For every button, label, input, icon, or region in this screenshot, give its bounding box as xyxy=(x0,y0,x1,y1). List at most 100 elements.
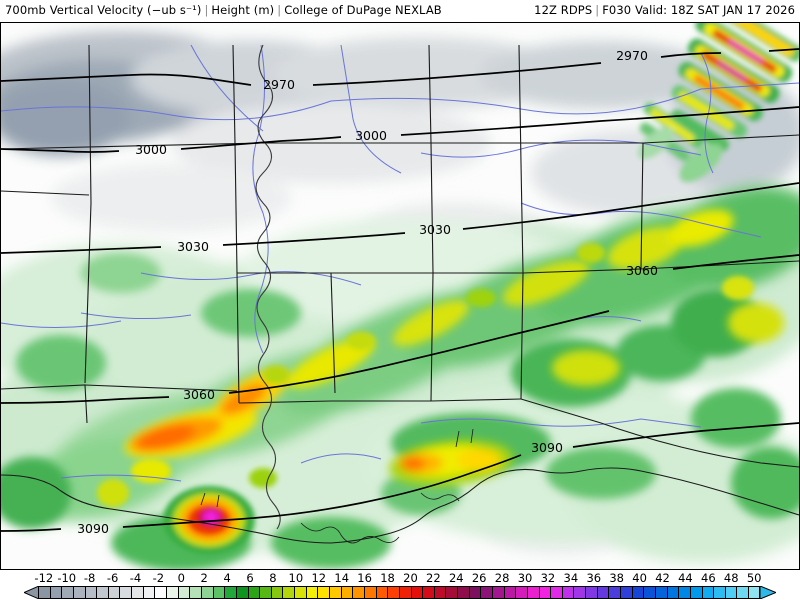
colorbar-swatch[interactable] xyxy=(317,586,330,599)
map-panel[interactable]: 2970 2970 3000 3000 3030 3030 3060 3060 … xyxy=(0,22,800,570)
colorbar-swatch[interactable] xyxy=(340,586,353,599)
colorbar-swatch[interactable] xyxy=(154,586,167,599)
colorbar-swatch[interactable] xyxy=(235,586,248,599)
colorbar-swatch[interactable] xyxy=(538,586,551,599)
colorbar-tick-label: 40 xyxy=(632,571,647,585)
colorbar-tick-label: 22 xyxy=(426,571,441,585)
colorbar-swatch[interactable] xyxy=(678,586,690,599)
header-bar: 700mb Vertical Velocity (−ub s⁻¹) | Height… xyxy=(0,0,800,22)
colorbar-swatch[interactable] xyxy=(329,586,341,599)
colorbar-swatch[interactable] xyxy=(72,586,85,599)
colorbar-swatch[interactable] xyxy=(375,586,388,599)
contour-label-2970-east: 2970 xyxy=(616,48,648,63)
colorbar-swatch[interactable] xyxy=(724,586,737,599)
colorbar-swatch[interactable] xyxy=(585,586,597,599)
colorbar-swatch[interactable] xyxy=(49,586,62,599)
colorbar-swatch[interactable] xyxy=(561,586,574,599)
colorbar-tick-label: 8 xyxy=(269,571,277,585)
contour-labels: 2970 2970 3000 3000 3030 3030 3060 3060 … xyxy=(77,48,658,536)
colorbar-tick-label: 38 xyxy=(609,571,625,585)
colorbar-swatch[interactable] xyxy=(410,586,423,599)
colorbar-swatches[interactable] xyxy=(38,586,760,599)
colorbar-tick-label: 48 xyxy=(723,571,739,585)
colorbar-swatch[interactable] xyxy=(596,586,609,599)
colorbar[interactable]: -12 -10 -8 -6 -4 -2 0 2 4 6 8 10 12 14 16 18 20 22 24 26 28 3… xyxy=(0,570,800,600)
colorbar-swatch[interactable] xyxy=(259,586,271,599)
contour-3090-a xyxy=(1,528,62,532)
mississippi-river xyxy=(255,44,281,530)
colorbar-swatch[interactable] xyxy=(96,586,108,599)
colorbar-swatch[interactable] xyxy=(515,586,527,599)
colorbar-swatch[interactable] xyxy=(131,586,143,599)
colorbar-swatch[interactable] xyxy=(457,586,469,599)
colorbar-swatch[interactable] xyxy=(107,586,120,599)
colorbar-tick-label: 10 xyxy=(288,571,304,585)
colorbar-tick-label: -6 xyxy=(106,571,119,585)
contour-3030-a xyxy=(1,246,162,254)
colorbar-swatch[interactable] xyxy=(550,586,562,599)
colorbar-swatch[interactable] xyxy=(200,586,213,599)
colorbar-tick-label: 6 xyxy=(246,571,254,585)
colorbar-swatch[interactable] xyxy=(701,586,714,599)
colorbar-swatch[interactable] xyxy=(305,586,318,599)
contour-2970-b2 xyxy=(660,52,722,58)
colorbar-swatch[interactable] xyxy=(526,586,539,599)
colorbar-tick-label: 24 xyxy=(448,571,464,585)
colorbar-swatch[interactable] xyxy=(38,586,50,599)
colorbar-tick-label: 30 xyxy=(517,571,533,585)
colorbar-tick-label: -4 xyxy=(129,571,142,585)
colorbar-swatch[interactable] xyxy=(573,586,586,599)
colorbar-swatch[interactable] xyxy=(166,586,178,599)
colorbar-swatch[interactable] xyxy=(294,586,306,599)
colorbar-swatch[interactable] xyxy=(468,586,481,599)
colorbar-swatch[interactable] xyxy=(643,586,655,599)
contour-3000-b2 xyxy=(400,106,799,136)
colorbar-tick-label: -12 xyxy=(34,571,54,585)
colorbar-swatch[interactable] xyxy=(61,586,73,599)
colorbar-swatch[interactable] xyxy=(398,586,411,599)
header-separator-3: | xyxy=(595,3,600,17)
header-separator-1: | xyxy=(204,3,209,17)
gulf-coast-band xyxy=(389,440,513,486)
colorbar-swatch[interactable] xyxy=(282,586,295,599)
colorbar-swatch[interactable] xyxy=(689,586,702,599)
colorbar-tick-label: 0 xyxy=(177,571,185,585)
colorbar-swatch[interactable] xyxy=(480,586,492,599)
field-label: 700mb Vertical Velocity xyxy=(5,3,144,17)
colorbar-swatch[interactable] xyxy=(445,586,458,599)
colorbar-swatch[interactable] xyxy=(713,586,725,599)
colorbar-tick-label: 14 xyxy=(334,571,350,585)
colorbar-swatch[interactable] xyxy=(363,586,376,599)
colorbar-swatch[interactable] xyxy=(212,586,225,599)
colorbar-swatch[interactable] xyxy=(119,586,132,599)
colorbar-swatch[interactable] xyxy=(620,586,632,599)
colorbar-swatch[interactable] xyxy=(142,586,155,599)
colorbar-tick-label: 12 xyxy=(311,571,327,585)
colorbar-swatch[interactable] xyxy=(189,586,201,599)
colorbar-tick-label: 44 xyxy=(678,571,693,585)
colorbar-swatch[interactable] xyxy=(270,586,283,599)
colorbar-swatch[interactable] xyxy=(654,586,667,599)
field-units: (−ub s⁻¹) xyxy=(147,3,202,17)
colorbar-swatch[interactable] xyxy=(608,586,621,599)
colorbar-swatch[interactable] xyxy=(387,586,399,599)
colorbar-swatch[interactable] xyxy=(491,586,504,599)
colorbar-swatch[interactable] xyxy=(666,586,679,599)
colorbar-swatch[interactable] xyxy=(631,586,644,599)
colorbar-swatch[interactable] xyxy=(433,586,446,599)
colorbar-swatch[interactable] xyxy=(422,586,434,599)
colorbar-swatch[interactable] xyxy=(247,586,260,599)
vertical-velocity-map[interactable]: 2970 2970 3000 3000 3030 3030 3060 3060 … xyxy=(1,23,799,569)
contour-3090-b2 xyxy=(572,422,799,448)
colorbar-swatch[interactable] xyxy=(748,586,760,599)
colorbar-tick-labels: -12 -10 -8 -6 -4 -2 0 2 4 6 8 10 12 14 16 18 20 22 24 26 28 3… xyxy=(0,570,800,585)
colorbar-swatch[interactable] xyxy=(177,586,190,599)
colorbar-swatch[interactable] xyxy=(503,586,516,599)
colorbar-swatch[interactable] xyxy=(352,586,364,599)
contour-label-3060-east: 3060 xyxy=(626,263,658,278)
colorbar-tick-label: 20 xyxy=(403,571,418,585)
colorbar-swatch[interactable] xyxy=(224,586,236,599)
colorbar-swatch[interactable] xyxy=(84,586,97,599)
colorbar-tick-label: 36 xyxy=(586,571,602,585)
colorbar-swatch[interactable] xyxy=(736,586,749,599)
